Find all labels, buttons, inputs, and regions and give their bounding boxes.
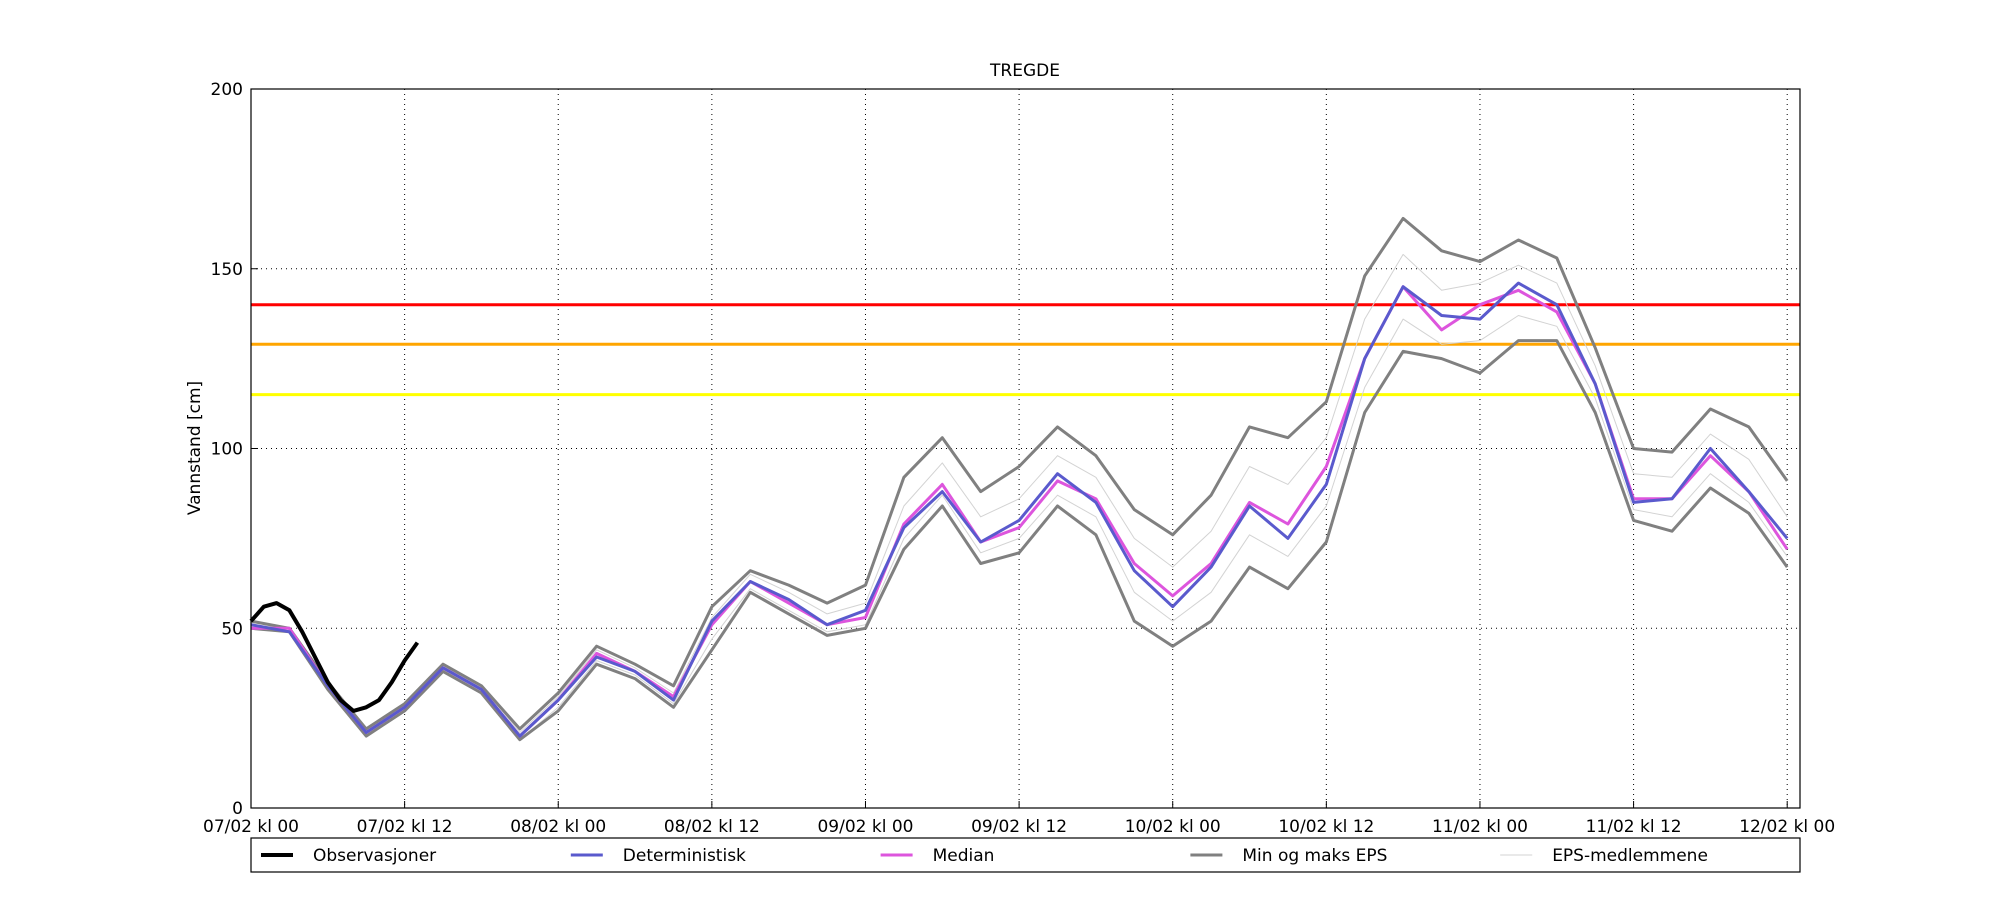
plot-frame: [250, 88, 1801, 809]
y-tick-label: 200: [211, 80, 243, 100]
series-line: [250, 281, 1789, 738]
x-tick-label: 10/02 kl 12: [1278, 817, 1374, 837]
x-tick-label: 11/02 kl 12: [1586, 817, 1682, 837]
legend-label: EPS-medlemmene: [1552, 846, 1708, 866]
y-tick-label: 0: [232, 799, 243, 819]
x-tick-label: 11/02 kl 00: [1432, 817, 1528, 837]
x-tick-label: 07/02 kl 00: [203, 817, 299, 837]
x-tick-label: 09/02 kl 12: [971, 817, 1067, 837]
y-tick-label: 150: [211, 260, 243, 280]
x-tick-label: 12/02 kl 00: [1739, 817, 1835, 837]
x-tick-label: 08/02 kl 00: [510, 817, 606, 837]
y-axis-label: Vannstand [cm]: [185, 381, 205, 515]
x-tick-label: 09/02 kl 00: [817, 817, 913, 837]
chart-title: TREGDE: [989, 61, 1060, 81]
legend: [250, 837, 1801, 873]
x-tick-label: 08/02 kl 12: [664, 817, 760, 837]
y-tick-label: 50: [221, 619, 243, 639]
series-line: [249, 601, 420, 713]
eps-member-line: [250, 253, 1788, 733]
y-tick-label: 100: [211, 440, 243, 460]
legend-label: Observasjoner: [313, 846, 436, 866]
legend-label: Median: [933, 846, 995, 866]
x-tick-label: 10/02 kl 00: [1125, 817, 1221, 837]
eps-max-line: [250, 216, 1789, 731]
legend-label: Min og maks EPS: [1242, 846, 1387, 866]
legend-label: Deterministisk: [623, 846, 746, 866]
x-tick-label: 07/02 kl 12: [357, 817, 453, 837]
eps-min-line: [250, 339, 1789, 742]
